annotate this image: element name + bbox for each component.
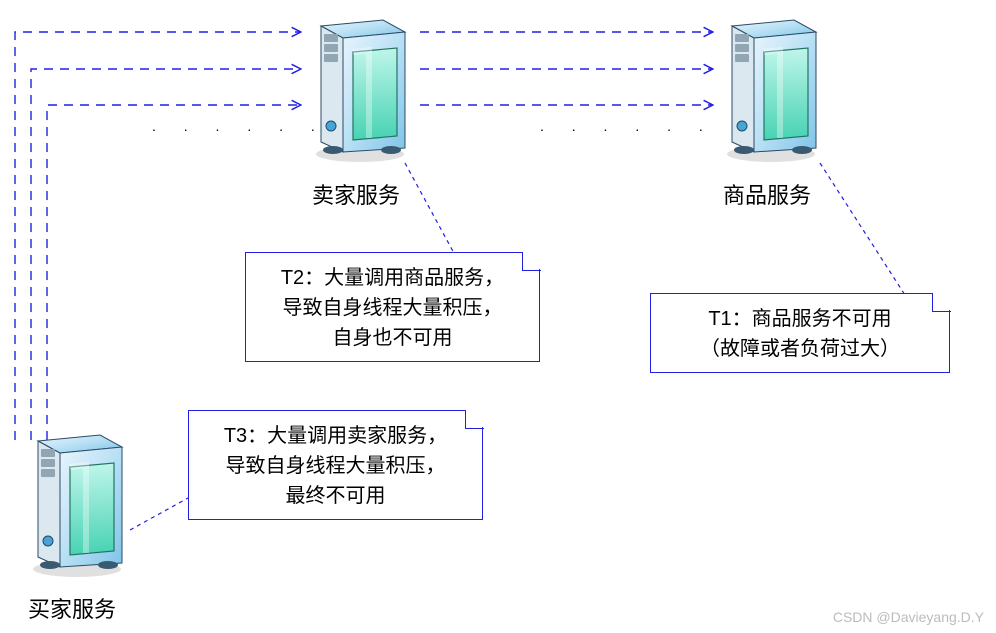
buyer-service-label: 买家服务 [28,592,116,624]
note-t1-line2: （故障或者负荷过大） [659,334,941,364]
note-t3-line2: 导致自身线程大量积压， [197,451,474,481]
note-t3-line3: 最终不可用 [197,481,474,511]
ellipsis-left: . . . . . . [152,118,327,134]
ellipsis-right: . . . . . . [540,118,715,134]
watermark: CSDN @Davieyang.D.Y [833,609,984,625]
service-cascade-failure-diagram: . . . . . . . . . . . . [0,0,996,633]
note-t1-line1: T1：商品服务不可用 [659,304,941,334]
seller-service-server-icon [305,8,415,163]
buyer-service-server-icon [22,423,132,578]
product-service-label: 商品服务 [723,178,811,210]
seller-service-label: 卖家服务 [312,178,400,210]
note-t2-line2: 导致自身线程大量积压， [254,293,531,323]
product-service-server-icon [716,8,826,163]
note-t3: T3：大量调用卖家服务， 导致自身线程大量积压， 最终不可用 [188,410,483,520]
note-t3-line1: T3：大量调用卖家服务， [197,421,474,451]
note-t2: T2：大量调用商品服务， 导致自身线程大量积压， 自身也不可用 [245,252,540,362]
note-t1: T1：商品服务不可用 （故障或者负荷过大） [650,293,950,373]
note-t2-line1: T2：大量调用商品服务， [254,263,531,293]
note-t2-line3: 自身也不可用 [254,323,531,353]
